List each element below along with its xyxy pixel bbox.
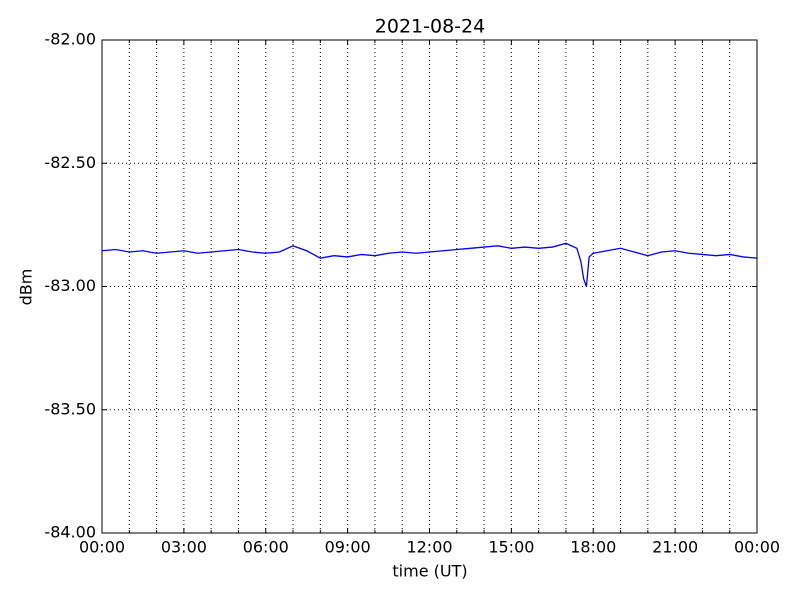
chart-title: 2021-08-24: [375, 16, 485, 38]
x-tick-label: 21:00: [652, 538, 698, 557]
x-axis-label: time (UT): [392, 562, 467, 581]
y-axis-label: dBm: [17, 269, 36, 306]
y-tick-label: -83.00: [44, 276, 96, 295]
y-tick-label: -84.00: [44, 523, 96, 542]
x-tick-label: 12:00: [406, 538, 452, 557]
y-tick-label: -82.50: [44, 153, 96, 172]
x-tick-label: 00:00: [79, 538, 125, 557]
x-tick-label: 03:00: [161, 538, 207, 557]
y-tick-label: -82.00: [44, 30, 96, 49]
data-line: [101, 242, 758, 287]
x-tick-label: 18:00: [570, 538, 616, 557]
x-tick-label: 00:00: [734, 538, 780, 557]
x-tick-label: 09:00: [325, 538, 371, 557]
x-tick-label: 15:00: [488, 538, 534, 557]
plot-frame: [101, 39, 758, 534]
y-tick-label: -83.50: [44, 399, 96, 418]
x-tick-label: 06:00: [243, 538, 289, 557]
